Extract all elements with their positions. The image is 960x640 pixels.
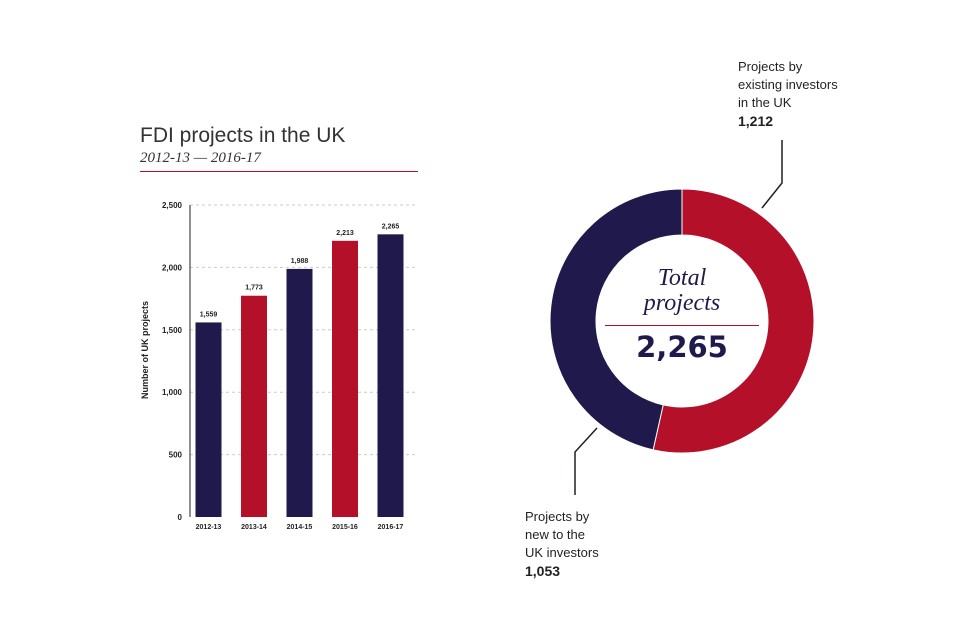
x-tick-label: 2016-17 (378, 524, 404, 531)
x-tick-label: 2015-16 (332, 524, 358, 531)
y-tick-label: 500 (169, 451, 183, 460)
slice-label-new-line2: new to the (525, 527, 585, 542)
bar-value-label: 2,213 (336, 230, 354, 237)
bar (377, 234, 404, 517)
bar-chart-subtitle: 2012-13 — 2016-17 (140, 150, 261, 166)
title-rule (140, 171, 418, 172)
donut-slice (549, 188, 683, 451)
x-tick-label: 2014-15 (287, 524, 313, 531)
bar (286, 268, 313, 517)
slice-label-existing-line2: existing investors (738, 77, 838, 92)
bar (195, 322, 222, 517)
slice-value-new: 1,053 (525, 563, 561, 579)
donut-center-title-line1: Total (657, 265, 707, 291)
x-tick-label: 2013-14 (241, 524, 267, 531)
slice-label-existing: Projects by existing investors in the UK… (738, 58, 838, 130)
donut-slice (652, 188, 815, 454)
bar (241, 295, 267, 517)
bar (332, 240, 358, 517)
slice-label-new-line3: UK investors (525, 545, 599, 560)
slice-label-existing-line1: Projects by (738, 59, 803, 74)
donut-center-title: Total projects (600, 266, 764, 316)
donut-center-rule (605, 325, 759, 326)
slice-label-existing-line3: in the UK (738, 95, 792, 110)
slice-label-new: Projects by new to the UK investors 1,05… (525, 508, 599, 580)
x-tick-labels: 2012-13 2013-14 2014-15 2015-16 2016-17 (196, 524, 404, 531)
y-axis-label: Number of UK projects (140, 301, 150, 399)
leader-line-existing (761, 140, 783, 209)
bar-value-label: 1,988 (291, 258, 309, 265)
bar-value-label: 1,559 (200, 311, 218, 318)
bar-chart-title: FDI projects in the UK (140, 124, 346, 147)
bars (195, 234, 404, 517)
bar-value-labels: 1,559 1,773 1,988 2,213 2,265 (200, 223, 400, 318)
y-tick-label: 2,000 (162, 263, 183, 272)
x-tick-label: 2012-13 (196, 524, 222, 531)
donut-center-value: 2,265 (636, 330, 728, 364)
donut-slices (549, 188, 815, 454)
y-tick-labels: 0 500 1,000 1,500 2,000 2,500 (162, 201, 183, 522)
y-tick-label: 2,500 (162, 201, 183, 210)
y-tick-label: 1,000 (162, 388, 183, 397)
y-tick-label: 0 (178, 513, 183, 522)
leader-line-new (574, 427, 598, 495)
bar-value-label: 2,265 (382, 223, 400, 230)
bar-value-label: 1,773 (245, 285, 263, 292)
slice-value-existing: 1,212 (738, 113, 774, 129)
slice-label-new-line1: Projects by (525, 509, 590, 524)
y-tick-label: 1,500 (162, 326, 183, 335)
donut-center-title-line2: projects (643, 290, 721, 316)
